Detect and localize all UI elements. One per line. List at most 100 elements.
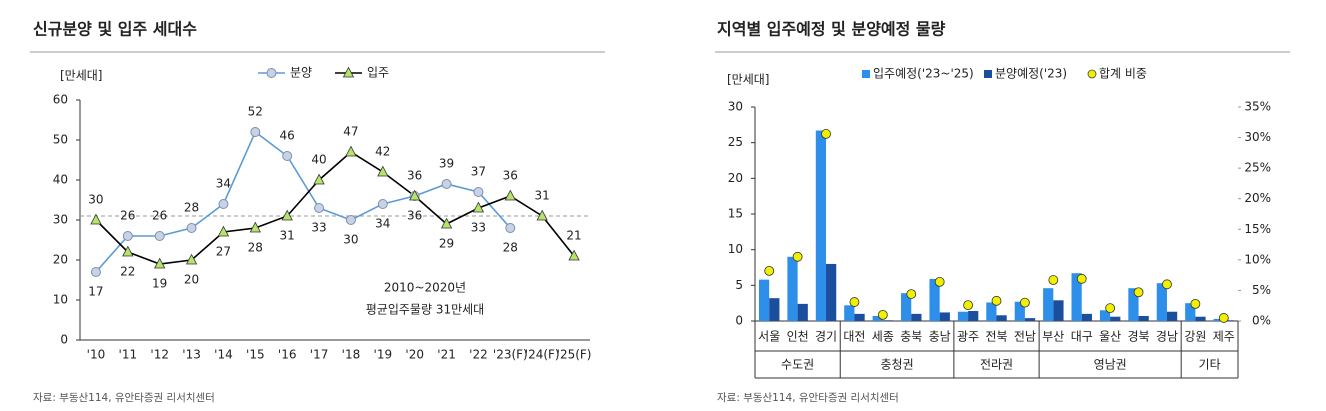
bar (787, 256, 798, 321)
x-tick-label: 대전 (843, 330, 865, 344)
y-tick-label: 20 (728, 171, 743, 185)
bar (826, 263, 837, 321)
data-label: 47 (343, 125, 358, 139)
x-tick-label: '15 (246, 348, 265, 362)
data-label: 17 (88, 285, 103, 299)
bar (872, 316, 883, 321)
marker (440, 217, 453, 229)
x-tick-label: 광주 (957, 330, 979, 344)
x-tick-label: '24(F) (525, 348, 560, 362)
data-label: 28 (184, 201, 199, 215)
y-tick-label: 50 (53, 133, 68, 147)
marker (250, 127, 261, 137)
bar (986, 302, 997, 321)
group-label: 전라권 (980, 358, 1013, 372)
legend-swatch (862, 70, 870, 78)
data-label: 37 (471, 165, 486, 179)
y2-tick-label: 30% (1244, 130, 1271, 144)
data-label: 20 (184, 273, 199, 287)
marker (249, 221, 261, 233)
data-label: 39 (439, 157, 454, 171)
bar (1185, 303, 1196, 321)
point (1133, 287, 1144, 298)
y-tick-label: 5 (735, 278, 743, 292)
x-tick-label: 부산 (1042, 330, 1064, 344)
bar (1053, 300, 1064, 321)
x-tick-label: 충북 (900, 330, 922, 344)
bar (957, 311, 969, 321)
legend-label: 분양예정('23) (995, 67, 1067, 81)
x-tick-label: '19 (374, 348, 393, 362)
x-tick-label: '12 (150, 348, 169, 362)
marker (345, 215, 356, 225)
x-tick-label: 경기 (815, 330, 837, 344)
point (906, 289, 917, 299)
bar (1014, 301, 1025, 321)
data-label: 40 (311, 153, 326, 167)
bar (1071, 273, 1082, 321)
y2-tick-label: 35% (1244, 100, 1271, 114)
x-tick-label: '23(F) (493, 348, 528, 362)
marker (185, 253, 198, 265)
marker (472, 201, 485, 213)
y-tick-label: 25 (728, 135, 743, 149)
x-tick-label: 울산 (1099, 330, 1121, 344)
y-unit: [만세대] (727, 73, 769, 87)
marker (90, 213, 102, 225)
y-tick-label: 0 (735, 314, 743, 328)
x-tick-label: '22 (469, 348, 488, 362)
marker (154, 257, 166, 269)
point (963, 300, 973, 311)
marker (409, 189, 421, 201)
series-line (95, 151, 575, 265)
data-label: 27 (216, 245, 231, 259)
bar (1081, 313, 1092, 321)
y-tick-label: 30 (728, 100, 743, 114)
source: 자료: 부동산114, 유안타증권 리서치센터 (717, 392, 899, 404)
chart-title: 지역별 입주예정 및 분양예정 물량 (717, 20, 946, 39)
y-tick-label: 0 (60, 333, 68, 347)
point (849, 297, 860, 307)
bar (1099, 310, 1111, 321)
bar (1138, 316, 1149, 321)
bar (901, 293, 912, 321)
marker (504, 189, 516, 201)
data-label: 28 (503, 241, 518, 255)
data-label: 36 (503, 169, 518, 183)
bar (769, 298, 780, 321)
bar (844, 305, 855, 321)
y-tick-label: 10 (728, 242, 743, 256)
marker (154, 231, 165, 241)
marker (377, 199, 388, 209)
bar (815, 130, 827, 321)
x-tick-label: 경북 (1128, 330, 1150, 344)
point (821, 129, 831, 139)
x-tick-label: '10 (87, 348, 106, 362)
marker (90, 267, 101, 277)
bar (1156, 283, 1167, 321)
marker (473, 187, 484, 197)
marker (345, 145, 357, 157)
x-tick-label: '13 (182, 348, 201, 362)
x-tick-label: '16 (278, 348, 297, 362)
y-tick-label: 15 (728, 207, 743, 221)
point (934, 276, 945, 287)
x-tick-label: '17 (310, 348, 329, 362)
data-label: 19 (152, 277, 167, 291)
data-label: 30 (88, 193, 103, 207)
data-label: 31 (535, 189, 550, 203)
x-tick-label: 서울 (758, 330, 780, 344)
y-tick-label: 10 (53, 293, 68, 307)
legend-swatch (1087, 69, 1097, 79)
data-label: 36 (407, 169, 422, 183)
x-tick-label: 제주 (1213, 330, 1235, 344)
x-tick-label: 대구 (1071, 330, 1093, 344)
x-tick-label: 강원 (1184, 330, 1206, 344)
bar (929, 278, 940, 321)
y2-tick-label: 10% (1244, 252, 1271, 266)
data-label: 46 (280, 129, 295, 143)
legend-label: 분양 (290, 66, 312, 80)
y2-tick-label: 15% (1244, 222, 1271, 236)
annotation: 2010~2020년 (384, 281, 466, 295)
